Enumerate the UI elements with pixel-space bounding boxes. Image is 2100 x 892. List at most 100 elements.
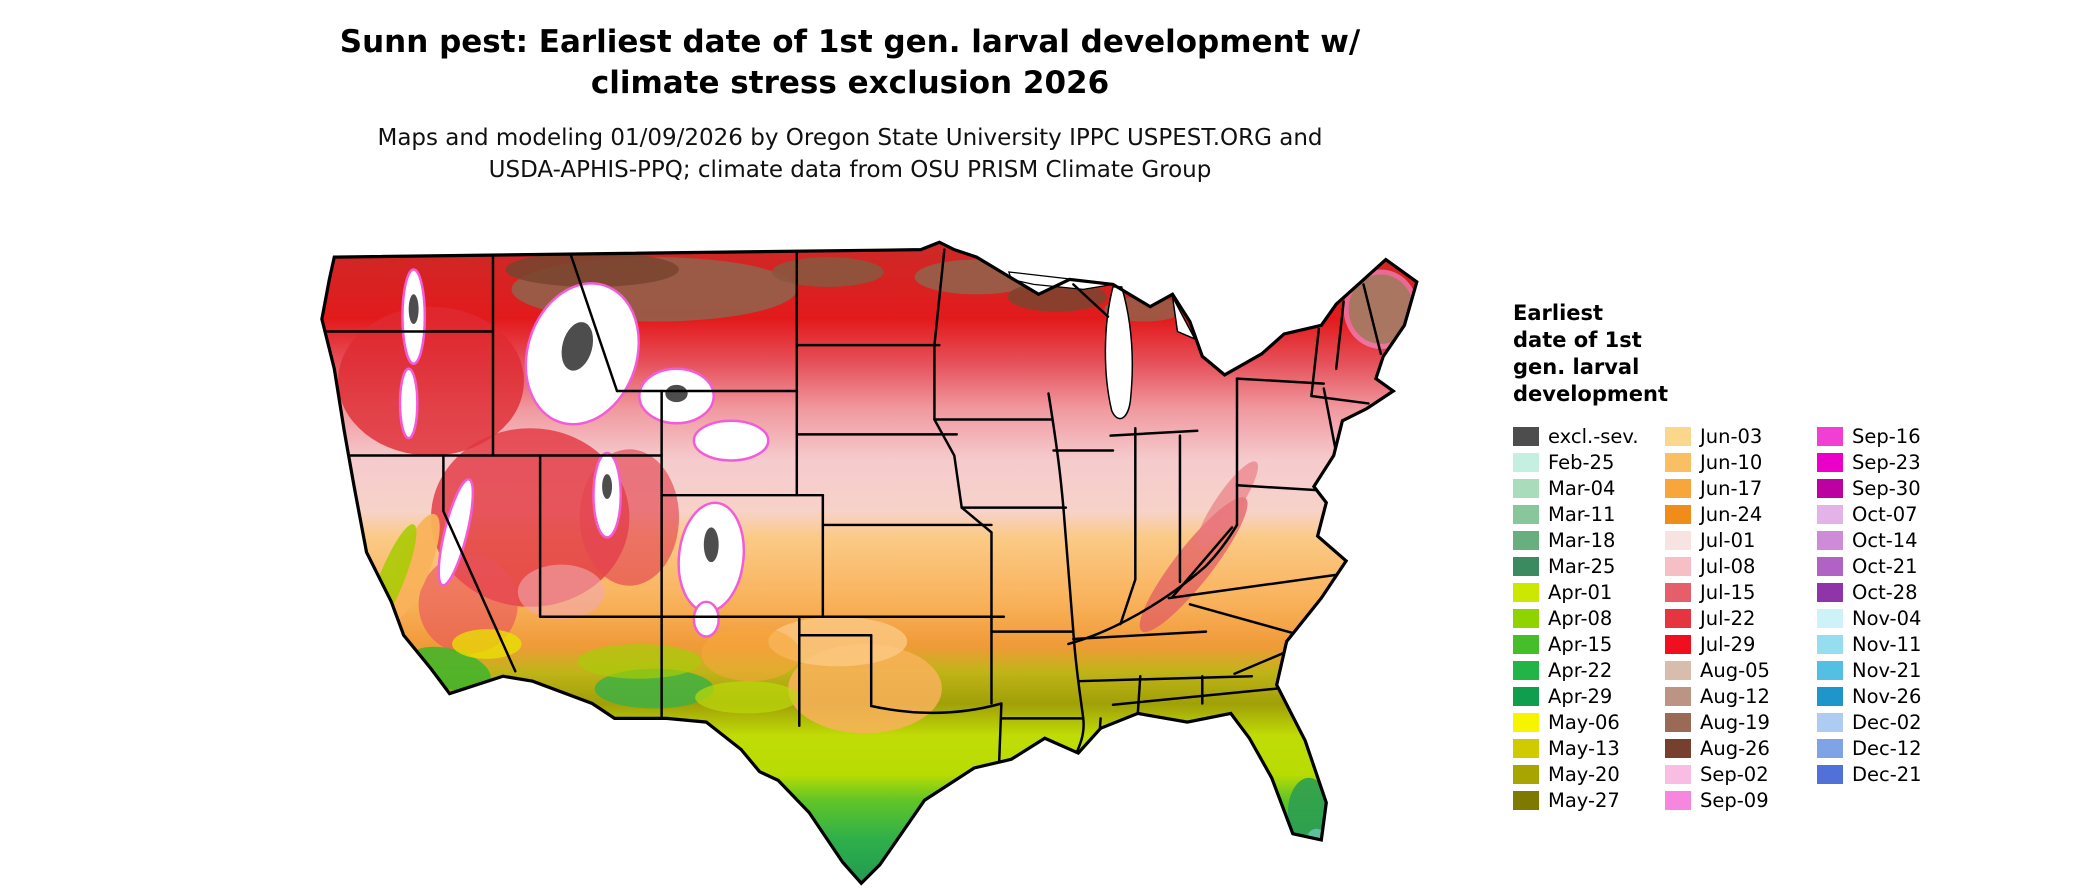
- legend-item: Aug-19: [1665, 710, 1817, 736]
- legend-swatch: [1513, 479, 1539, 498]
- legend-item-label: Apr-08: [1548, 607, 1613, 630]
- legend-item: Jun-10: [1665, 450, 1817, 476]
- legend-swatch: [1513, 531, 1539, 550]
- legend-title-line-2: date of 1st: [1513, 327, 1642, 352]
- page-title-line-1: Sunn pest: Earliest date of 1st gen. lar…: [339, 24, 1361, 60]
- legend-item-label: Nov-26: [1852, 685, 1922, 708]
- legend-item: Jun-24: [1665, 502, 1817, 528]
- legend-swatch: [1665, 531, 1691, 550]
- legend-column: Jun-03 Jun-10 Jun-17 Jun-24 Jul-01 Jul-08 Jul-…: [1665, 424, 1817, 814]
- legend-title-line-4: development: [1513, 381, 1668, 406]
- legend-item: May-27: [1513, 788, 1665, 814]
- legend-swatch: [1665, 765, 1691, 784]
- legend-item-label: Jul-08: [1700, 555, 1756, 578]
- legend-item: Apr-08: [1513, 606, 1665, 632]
- legend-item: Oct-21: [1817, 554, 1969, 580]
- legend-item: Mar-18: [1513, 528, 1665, 554]
- legend-swatch: [1665, 505, 1691, 524]
- legend-swatch: [1817, 453, 1843, 472]
- legend-item-label: Jul-29: [1700, 633, 1756, 656]
- legend-swatch: [1817, 765, 1843, 784]
- legend-title-line-1: Earliest: [1513, 301, 1604, 325]
- legend-item: Sep-23: [1817, 450, 1969, 476]
- legend-item: Nov-04: [1817, 606, 1969, 632]
- legend-swatch: [1513, 661, 1539, 680]
- legend-swatch: [1817, 635, 1843, 654]
- legend-item: Jul-01: [1665, 528, 1817, 554]
- legend-item: Apr-15: [1513, 632, 1665, 658]
- legend-item-label: Oct-28: [1852, 581, 1918, 604]
- page-title-line-2: climate stress exclusion 2026: [590, 64, 1110, 101]
- legend-item: Mar-04: [1513, 476, 1665, 502]
- legend-item-label: Nov-21: [1852, 659, 1922, 682]
- legend-item: Jul-29: [1665, 632, 1817, 658]
- legend-swatch: [1513, 687, 1539, 706]
- legend-swatch: [1665, 479, 1691, 498]
- legend-column: Sep-16 Sep-23 Sep-30 Oct-07 Oct-14 Oct-21 Oct-…: [1817, 424, 1969, 814]
- legend-swatch: [1817, 609, 1843, 628]
- legend-item-label: Oct-07: [1852, 503, 1918, 526]
- legend-item: Dec-12: [1817, 736, 1969, 762]
- legend-item: Jul-22: [1665, 606, 1817, 632]
- legend-swatch: [1513, 427, 1539, 446]
- legend-item-label: May-13: [1548, 737, 1620, 760]
- legend-item-label: Aug-05: [1700, 659, 1770, 682]
- legend-swatch: [1665, 791, 1691, 810]
- legend-item: Sep-09: [1665, 788, 1817, 814]
- legend-swatch: [1817, 505, 1843, 524]
- legend-swatch: [1665, 661, 1691, 680]
- legend-item-label: Sep-30: [1852, 477, 1921, 500]
- legend-item-label: Apr-15: [1548, 633, 1613, 656]
- legend-item: Dec-21: [1817, 762, 1969, 788]
- legend-swatch: [1817, 557, 1843, 576]
- legend-item: Oct-07: [1817, 502, 1969, 528]
- legend-item: May-06: [1513, 710, 1665, 736]
- legend-item: Apr-01: [1513, 580, 1665, 606]
- legend-item-label: Aug-19: [1700, 711, 1770, 734]
- legend-item-label: Apr-22: [1548, 659, 1613, 682]
- legend-swatch: [1817, 531, 1843, 550]
- legend-item-label: Sep-02: [1700, 763, 1769, 786]
- legend-item-label: Dec-12: [1852, 737, 1922, 760]
- state-borders: [325, 248, 1383, 770]
- legend-item-label: Nov-04: [1852, 607, 1922, 630]
- legend-swatch: [1513, 713, 1539, 732]
- legend-item-label: excl.-sev.: [1548, 425, 1639, 448]
- legend-item-label: Apr-29: [1548, 685, 1613, 708]
- legend-swatch: [1513, 765, 1539, 784]
- legend-item: Sep-30: [1817, 476, 1969, 502]
- legend-swatch: [1513, 583, 1539, 602]
- legend-item: excl.-sev.: [1513, 424, 1665, 450]
- legend-item-label: Jul-22: [1700, 607, 1756, 630]
- legend-item: Oct-14: [1817, 528, 1969, 554]
- legend-item-label: Mar-04: [1548, 477, 1616, 500]
- subtitle-line-1: Maps and modeling 01/09/2026 by Oregon S…: [377, 124, 1323, 151]
- legend-item-label: Jun-17: [1700, 477, 1763, 500]
- legend-item: Nov-26: [1817, 684, 1969, 710]
- legend-title-line-3: gen. larval: [1513, 354, 1640, 379]
- legend-item-label: Mar-18: [1548, 529, 1616, 552]
- legend-swatch: [1665, 583, 1691, 602]
- legend-item-label: Apr-01: [1548, 581, 1613, 604]
- subtitle-line-2: USDA-APHIS-PPQ; climate data from OSU PR…: [488, 157, 1212, 183]
- legend-item: Apr-29: [1513, 684, 1665, 710]
- legend-item: Jul-08: [1665, 554, 1817, 580]
- legend-item-label: Dec-21: [1852, 763, 1922, 786]
- legend-swatch: [1817, 661, 1843, 680]
- legend-swatch: [1817, 479, 1843, 498]
- legend-item-label: May-06: [1548, 711, 1620, 734]
- legend-item-label: Aug-26: [1700, 737, 1770, 760]
- legend-item-label: Feb-25: [1548, 451, 1615, 474]
- legend-item-label: May-27: [1548, 789, 1620, 812]
- legend-swatch: [1817, 739, 1843, 758]
- map-subtitle: Maps and modeling 01/09/2026 by Oregon S…: [0, 122, 1700, 186]
- legend-item: Jul-15: [1665, 580, 1817, 606]
- legend-item-label: May-20: [1548, 763, 1620, 786]
- legend-swatch: [1665, 427, 1691, 446]
- legend-item: Aug-05: [1665, 658, 1817, 684]
- legend-swatch: [1513, 557, 1539, 576]
- legend-item: Sep-02: [1665, 762, 1817, 788]
- legend-item-label: Jun-10: [1700, 451, 1763, 474]
- legend-swatch: [1513, 739, 1539, 758]
- legend-item: May-20: [1513, 762, 1665, 788]
